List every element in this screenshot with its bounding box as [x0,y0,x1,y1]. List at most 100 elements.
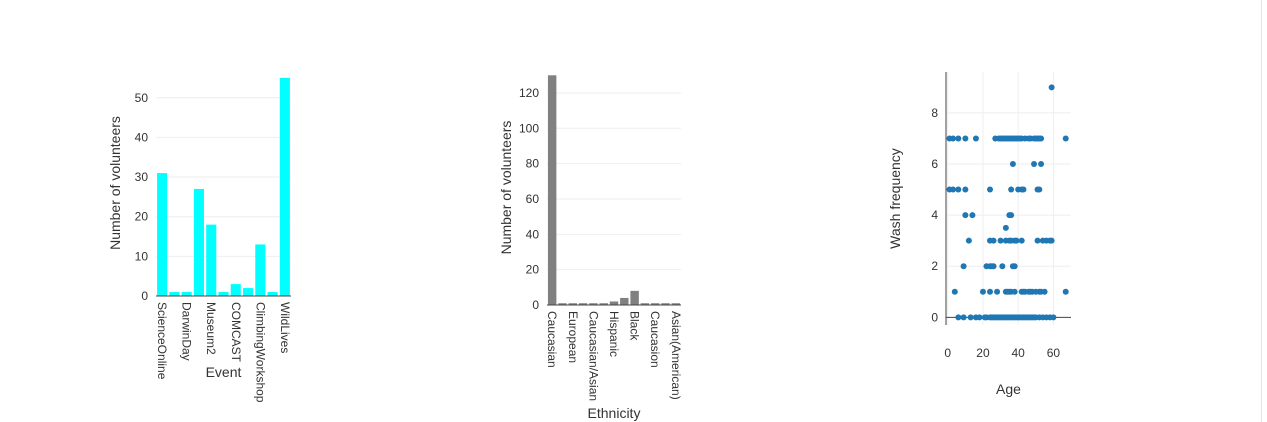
scatter-point [1013,237,1020,244]
scatter-point [1048,237,1055,244]
y-axis-title: Wash frequency [887,148,903,249]
x-axis-title: Ethnicity [588,405,641,421]
scatter-point [987,186,994,193]
scatter-point [960,263,967,270]
bar [230,284,241,296]
y-tick-label: 20 [526,263,540,277]
y-tick-label: 120 [519,86,539,100]
bar [157,173,168,296]
scatter-point [1038,161,1045,167]
scatter-point [1018,237,1025,244]
scatter-point [1020,186,1027,193]
scatter-point [1008,186,1015,193]
bar [279,77,290,296]
scatter-point [997,237,1004,244]
bar [255,244,266,296]
y-tick-label: 40 [135,130,149,144]
bar [671,303,681,305]
scatter-point [955,314,962,321]
y-tick-label: 8 [931,106,938,120]
bar [651,303,660,305]
scatter-point [1050,314,1057,321]
scatter-point [1034,237,1041,244]
scatter-point [990,237,997,244]
x-tick-label: ScienceOnline [155,302,169,380]
scatter-point [962,135,969,142]
x-tick-label: Asian(American) [669,311,683,400]
scatter-point [950,135,957,142]
scatter-point [1009,161,1016,167]
bar [640,303,650,305]
scatter-point [969,212,976,219]
chart-1: 0 10 20 30 40 50 ScienceOnline DarwinDay Museum2… [107,77,292,403]
y-tick-label: 10 [135,249,149,263]
bar [589,303,598,305]
scatter-point [1038,135,1045,142]
y-tick-label: 80 [526,157,540,171]
scatter-point [960,314,967,321]
scatter-point [951,288,958,295]
scatter-point [1011,263,1018,270]
y-tick-label: 0 [931,310,938,324]
bar [193,188,204,296]
scatter-point [955,135,962,142]
x-tick-label: Museum2 [204,302,218,355]
x-tick-label: 60 [1047,346,1061,360]
vertical-scrollbar[interactable] [1261,0,1267,422]
scatter-point [1031,161,1038,167]
bar [181,292,192,296]
y-tick-label: 30 [135,170,149,184]
scatter-point [962,212,969,219]
x-tick-label: Hispanic [607,311,621,357]
scatter-point [950,186,957,193]
scatter-point [990,263,997,270]
chart-2: 0 20 40 60 80 100 120 Caucasian European Caucasia… [498,75,683,421]
scatter-point [965,237,972,244]
bar [620,297,629,305]
bar [558,303,567,305]
scatter-point [972,135,979,142]
x-tick-label: 0 [944,346,951,360]
scatter-point [979,288,986,295]
x-axis-title: Age [996,381,1021,397]
bar [568,303,577,305]
bar [243,288,254,296]
scatter-point [955,186,962,193]
bar [547,75,557,305]
x-tick-label: DarwinDay [180,302,194,361]
bar [206,224,217,296]
scatter-point [1008,212,1015,219]
bar [599,303,608,305]
x-tick-label: Caucasian [545,311,559,368]
y-tick-label: 60 [526,192,540,206]
bar [630,290,639,305]
x-tick-label: European [566,311,580,363]
x-tick-label: Black [628,311,642,341]
x-tick-label: 40 [1012,346,1026,360]
scatter-point [976,314,983,321]
scatter-point [962,186,969,193]
scatter-point [1002,224,1009,231]
scatter-point [1062,135,1069,142]
scatter-point [999,263,1006,270]
chart-3: 0 2 4 6 8 0 20 40 60 Wash frequency Age [887,72,1071,397]
y-tick-label: 40 [526,227,540,241]
y-tick-label: 50 [135,91,149,105]
y-tick-label: 100 [519,121,539,135]
x-tick-label: Caucasian/Asian [586,311,600,401]
x-tick-label: WildLives [278,302,292,353]
bar [609,301,619,305]
scatter-point [1041,288,1048,295]
scatter-point [967,314,974,321]
y-tick-label: 6 [931,157,938,171]
bar [267,292,278,296]
y-tick-label: 0 [532,298,539,312]
y-axis-title: Number of volunteers [107,116,123,250]
bar [169,292,180,296]
y-tick-label: 4 [931,208,938,222]
x-tick-label: 20 [976,346,990,360]
y-tick-label: 0 [141,289,148,303]
scatter-point [1036,186,1043,193]
scatter-point [1011,288,1018,295]
